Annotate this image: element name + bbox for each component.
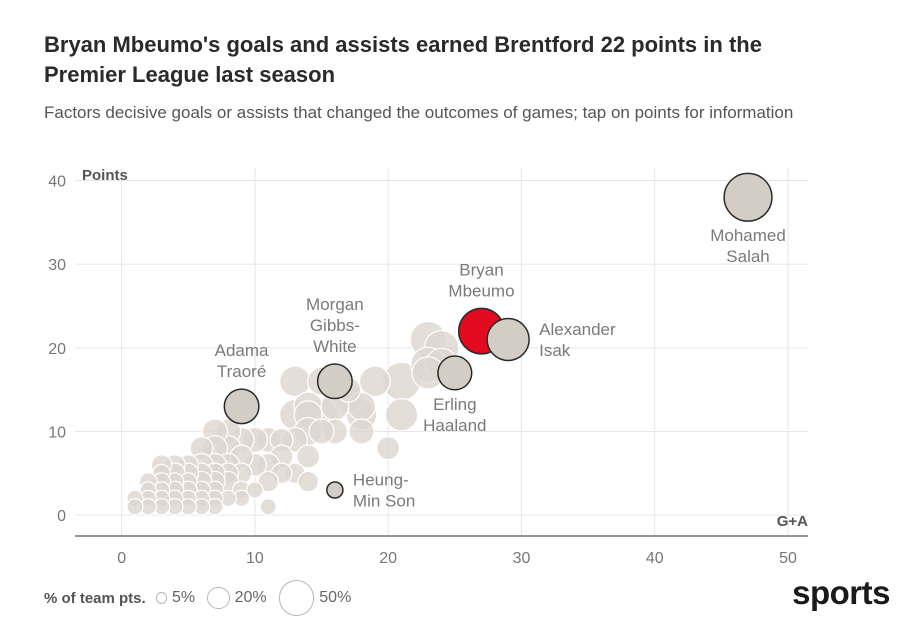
- x-tick-label: 20: [379, 550, 397, 567]
- data-point: [308, 418, 335, 445]
- player-point: [723, 172, 773, 222]
- player-label: Alexander: [539, 320, 616, 339]
- x-tick-label: 50: [779, 550, 797, 567]
- data-point: [358, 365, 391, 398]
- player-point: [223, 388, 260, 425]
- x-tick-label: 30: [513, 550, 531, 567]
- player-label: Min Son: [353, 492, 415, 511]
- player-label: Adama: [215, 341, 269, 360]
- legend-text-5: 5%: [171, 589, 196, 606]
- player-label: Haaland: [423, 416, 486, 435]
- y-tick-label: 40: [48, 174, 66, 191]
- player-point: [437, 355, 473, 391]
- data-point: [257, 470, 280, 493]
- data-point: [348, 418, 375, 445]
- y-tick-label: 10: [48, 424, 66, 441]
- y-tick-label: 20: [48, 341, 66, 358]
- data-point: [126, 498, 144, 516]
- legend-circle-5: [155, 592, 167, 604]
- data-point: [384, 398, 419, 432]
- data-point: [246, 481, 264, 499]
- player-label: Traoré: [217, 362, 266, 381]
- chart-subtitle: Factors decisive goals or assists that c…: [44, 103, 794, 122]
- x-tick-label: 0: [117, 550, 126, 567]
- chart-title: Bryan Mbeumo's goals and assists earned …: [44, 32, 762, 87]
- player-label: Bryan: [459, 260, 503, 279]
- legend-item-5: 5%: [155, 589, 196, 607]
- x-axis-label: G+A: [777, 513, 808, 530]
- legend-text-20: 20%: [234, 589, 267, 606]
- data-point: [376, 436, 401, 461]
- data-point: [296, 444, 321, 469]
- player-point: [316, 363, 353, 400]
- sports-logo: sports: [792, 574, 890, 611]
- player-label: Isak: [539, 341, 571, 360]
- x-tick-label: 10: [246, 550, 264, 567]
- player-point: [486, 317, 530, 362]
- x-tick-label: 40: [646, 550, 664, 567]
- player-label: Morgan: [306, 295, 364, 314]
- player-label: Heung-: [353, 471, 409, 490]
- data-point: [297, 470, 320, 493]
- player-label: Mohamed: [710, 226, 786, 245]
- player-label: Salah: [726, 247, 769, 266]
- size-legend: % of team pts. 5% 20% 50%: [44, 576, 363, 620]
- player-label: Gibbs-: [310, 316, 360, 335]
- size-legend-label: % of team pts.: [44, 589, 146, 607]
- player-point: [326, 481, 344, 499]
- y-tick-label: 0: [57, 508, 66, 525]
- legend-item-50: 50%: [278, 580, 352, 616]
- legend-item-20: 20%: [207, 586, 267, 610]
- data-point: [259, 498, 277, 516]
- scatter-chart: 0 10 20 30 40 50 0 10 20 30 40 Points G+A Mohamed Sala…: [48, 167, 808, 567]
- legend-text-50: 50%: [319, 589, 352, 606]
- player-label: White: [313, 337, 356, 356]
- y-axis-label: Points: [82, 167, 128, 184]
- player-label: Erling: [433, 395, 476, 414]
- player-label: Mbeumo: [448, 281, 514, 300]
- legend-circle-20: [207, 586, 230, 610]
- legend-circle-50: [278, 580, 315, 616]
- y-tick-label: 30: [48, 257, 66, 274]
